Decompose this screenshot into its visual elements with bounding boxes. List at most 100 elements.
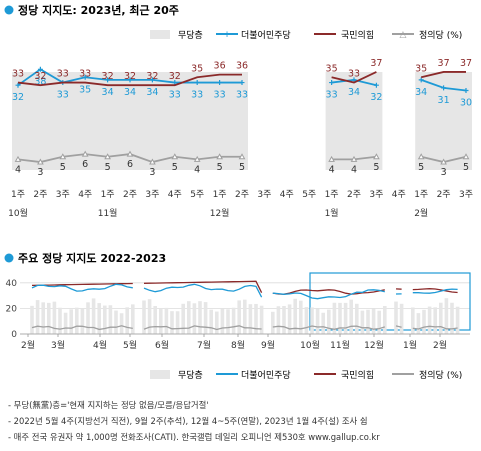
indep-bar <box>159 309 163 334</box>
month-tick-label: 2월 <box>21 339 35 351</box>
chart1-title: 정당 지지도: 2023년, 최근 20주 <box>18 3 179 17</box>
dpk-trend-line-0 <box>31 283 133 292</box>
indep-bar <box>142 300 146 334</box>
indep-bar <box>198 301 202 334</box>
dpk-value-label: 33 <box>236 90 248 101</box>
dpk-trend-line-1 <box>143 283 263 298</box>
indep-bar <box>220 308 225 334</box>
week-tick-label: 4주 <box>392 189 406 200</box>
indep-bar <box>97 303 101 334</box>
indep-bar <box>338 302 342 334</box>
indep-bar <box>164 307 169 334</box>
justice-point <box>193 155 201 162</box>
ppp-value-label: 37 <box>370 58 382 69</box>
justice-value-label: 3 <box>149 167 155 178</box>
indep-bar <box>131 304 135 334</box>
justice-point <box>14 155 22 162</box>
indep-bar <box>282 305 286 334</box>
dpk-value-label: 33 <box>57 90 69 101</box>
indep-bar <box>315 308 320 334</box>
justice-point <box>81 150 89 157</box>
ppp-value-label: 35 <box>191 63 203 74</box>
dpk-value-label: 32 <box>370 92 382 103</box>
indep-bar <box>243 299 247 334</box>
dpk-point <box>149 77 155 83</box>
indep-bar <box>63 312 68 334</box>
indep-bar <box>433 307 437 334</box>
indep-bar <box>254 303 258 334</box>
week-tick-label: 3주 <box>369 189 383 200</box>
legend2-indep-label: 무당층 <box>178 370 203 381</box>
dpk-value-label: 33 <box>326 90 338 101</box>
indep-bar <box>91 298 96 334</box>
indep-bar <box>35 300 40 334</box>
ppp-value-label: 32 <box>124 71 136 82</box>
dpk-value-label: 34 <box>415 87 427 98</box>
indep-bar <box>226 309 230 334</box>
justice-value-label: 5 <box>463 162 469 173</box>
ppp-value-label: 33 <box>348 69 360 80</box>
dpk-point <box>418 77 424 83</box>
dpk-value-label: 30 <box>460 98 472 109</box>
title-bullet-2 <box>4 253 14 263</box>
indep-bar <box>108 305 113 334</box>
justice-point <box>462 153 470 160</box>
justice-point <box>126 150 134 157</box>
recent-highlight-box <box>309 272 471 331</box>
month-tick-label: 11월 <box>330 339 350 351</box>
justice-point <box>238 153 246 160</box>
indep-bar <box>411 307 415 334</box>
dpk-point <box>172 80 178 86</box>
legend-indep-swatch <box>150 30 170 39</box>
indep-bar <box>332 302 337 334</box>
indep-bar <box>203 302 208 334</box>
indep-bar <box>170 311 174 334</box>
ppp-value-label: 35 <box>415 63 427 74</box>
justice-value-label: 3 <box>37 167 43 178</box>
dpk-point <box>217 80 223 86</box>
indep-bar <box>69 309 73 334</box>
justice-value-label: 5 <box>105 162 111 173</box>
ppp-value-label: 33 <box>57 69 69 80</box>
justice-value-label: 6 <box>82 159 88 170</box>
week-tick-label: 3주 <box>56 189 70 200</box>
dpk-value-label: 35 <box>79 84 91 95</box>
legend-justice-marker: △ <box>400 30 407 40</box>
indep-bar <box>399 303 404 334</box>
week-tick-label: 1주 <box>414 189 428 200</box>
indep-bar <box>299 300 303 334</box>
legend-justice-label: 정의당 (%) <box>419 30 462 41</box>
footnote-2: - 2022년 5월 4주(지방선거 직전), 9월 2주(추석), 12월 4… <box>8 416 368 426</box>
dpk-point <box>15 82 21 88</box>
y-tick-label: 40 <box>6 279 18 289</box>
ppp-value-label: 32 <box>169 71 181 82</box>
justice-point <box>350 155 358 162</box>
indep-bar <box>86 302 90 334</box>
dpk-value-label: 34 <box>348 87 360 98</box>
indep-bar <box>125 307 129 334</box>
week-tick-label: 4주 <box>280 189 294 200</box>
month-tick-label: 6월 <box>155 339 169 351</box>
month-tick-label: 3월 <box>51 339 65 351</box>
indep-bar <box>119 313 124 334</box>
indep-bar <box>422 309 426 334</box>
dpk-value-label: 33 <box>214 90 226 101</box>
week-tick-label: 3주 <box>145 189 159 200</box>
indep-bar <box>80 308 85 334</box>
week-tick-label: 4주 <box>78 189 92 200</box>
indep-bar <box>444 298 449 334</box>
justice-value-label: 4 <box>15 164 21 175</box>
justice-value-label: 6 <box>127 159 133 170</box>
indep-bar <box>47 302 51 334</box>
ppp-value-label: 33 <box>12 69 24 80</box>
justice-point <box>216 153 223 160</box>
dpk-value-label: 34 <box>124 87 136 98</box>
dpk-point <box>194 80 200 86</box>
justice-trend-line-3 <box>395 325 402 328</box>
indep-bar <box>321 312 325 334</box>
dpk-point <box>329 80 335 86</box>
indep-bar <box>343 302 348 334</box>
title-bullet-1 <box>4 5 14 15</box>
indep-bar <box>383 306 387 334</box>
